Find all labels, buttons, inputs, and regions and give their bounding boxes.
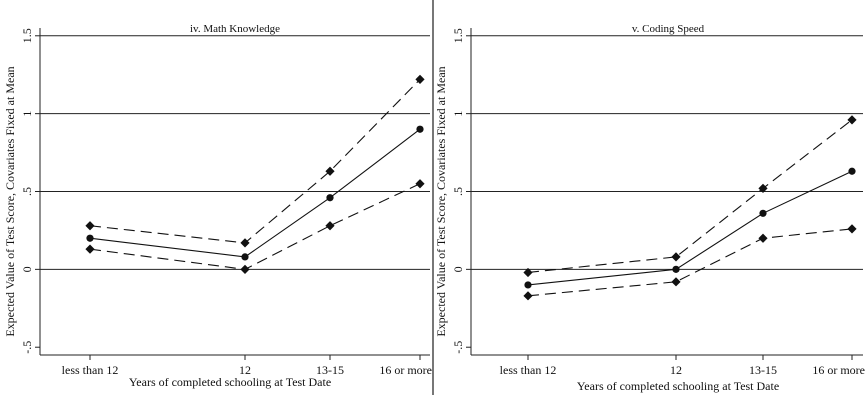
math-knowledge-chart: iv. Math Knowledge -.5 0 .5 1 1.5 less than 12…	[3, 23, 432, 389]
x-axis-label: Years of completed schooling at Test Dat…	[577, 379, 779, 393]
data-point-lower	[325, 221, 335, 231]
x-tick-label: less than 12	[500, 363, 557, 377]
data-point-upper	[415, 74, 425, 84]
data-point-estimate	[524, 281, 532, 289]
x-tick-label: 13-15	[749, 363, 777, 377]
data-point-upper	[523, 267, 533, 278]
chart-title: iv. Math Knowledge	[190, 23, 280, 35]
x-tick-label: 16 or more	[379, 363, 432, 377]
x-axis-label: Years of completed schooling at Test Dat…	[129, 375, 331, 389]
data-point-upper	[325, 166, 335, 176]
y-tick-label: 1	[451, 111, 465, 117]
chart-title: v. Coding Speed	[632, 23, 705, 35]
data-point-lower	[758, 233, 768, 243]
y-tick-label: 0	[451, 266, 465, 272]
y-tick-label: -.5	[451, 341, 465, 354]
y-tick-label: -.5	[20, 341, 34, 354]
series-line-lower	[89, 183, 421, 270]
data-point-lower	[671, 277, 681, 287]
data-point-estimate	[326, 194, 334, 202]
data-point-upper	[85, 221, 95, 231]
series-line-upper	[89, 79, 421, 244]
data-point-upper	[758, 183, 768, 193]
panel-divider	[432, 0, 434, 395]
data-point-estimate	[416, 125, 424, 133]
coding-speed-chart: v. Coding Speed -.5 0 .5 1 1.5 less than 12 12 1…	[434, 23, 865, 393]
y-tick-label: 1	[20, 111, 34, 117]
y-tick-label: 1.5	[20, 28, 34, 43]
x-tick-label: 12	[670, 363, 682, 377]
x-tick-label: 12	[239, 363, 251, 377]
data-point-upper	[671, 252, 681, 262]
y-tick-label: 0	[20, 266, 34, 272]
series-line-estimate	[527, 170, 853, 286]
y-tick-label: 1.5	[451, 28, 465, 43]
data-point-estimate	[86, 234, 94, 242]
y-tick-label: .5	[451, 187, 465, 196]
chart-panel-math-knowledge: iv. Math Knowledge -.5 0 .5 1 1.5 less than 12…	[0, 0, 433, 395]
data-point-estimate	[241, 253, 249, 261]
chart-panel-coding-speed: v. Coding Speed -.5 0 .5 1 1.5 less than 12 12 1…	[433, 0, 867, 395]
data-point-estimate	[759, 209, 767, 217]
x-tick-label: 13-15	[316, 363, 344, 377]
data-point-lower	[415, 179, 425, 189]
series-line-estimate	[89, 128, 421, 258]
y-axis-label: Expected Value of Test Score, Covariates…	[3, 66, 17, 336]
data-point-estimate	[848, 167, 856, 175]
x-tick-label: 16 or more	[812, 363, 865, 377]
y-axis-label: Expected Value of Test Score, Covariates…	[434, 66, 448, 336]
series-line-upper	[527, 119, 853, 274]
series-line-lower	[527, 228, 853, 297]
data-point-lower	[85, 244, 95, 254]
data-point-estimate	[672, 265, 680, 273]
data-point-lower	[240, 264, 250, 274]
data-point-lower	[523, 291, 533, 301]
y-tick-label: .5	[20, 187, 34, 196]
data-point-upper	[847, 115, 857, 125]
data-point-upper	[240, 238, 250, 248]
data-point-lower	[847, 224, 857, 234]
x-tick-label: less than 12	[62, 363, 119, 377]
